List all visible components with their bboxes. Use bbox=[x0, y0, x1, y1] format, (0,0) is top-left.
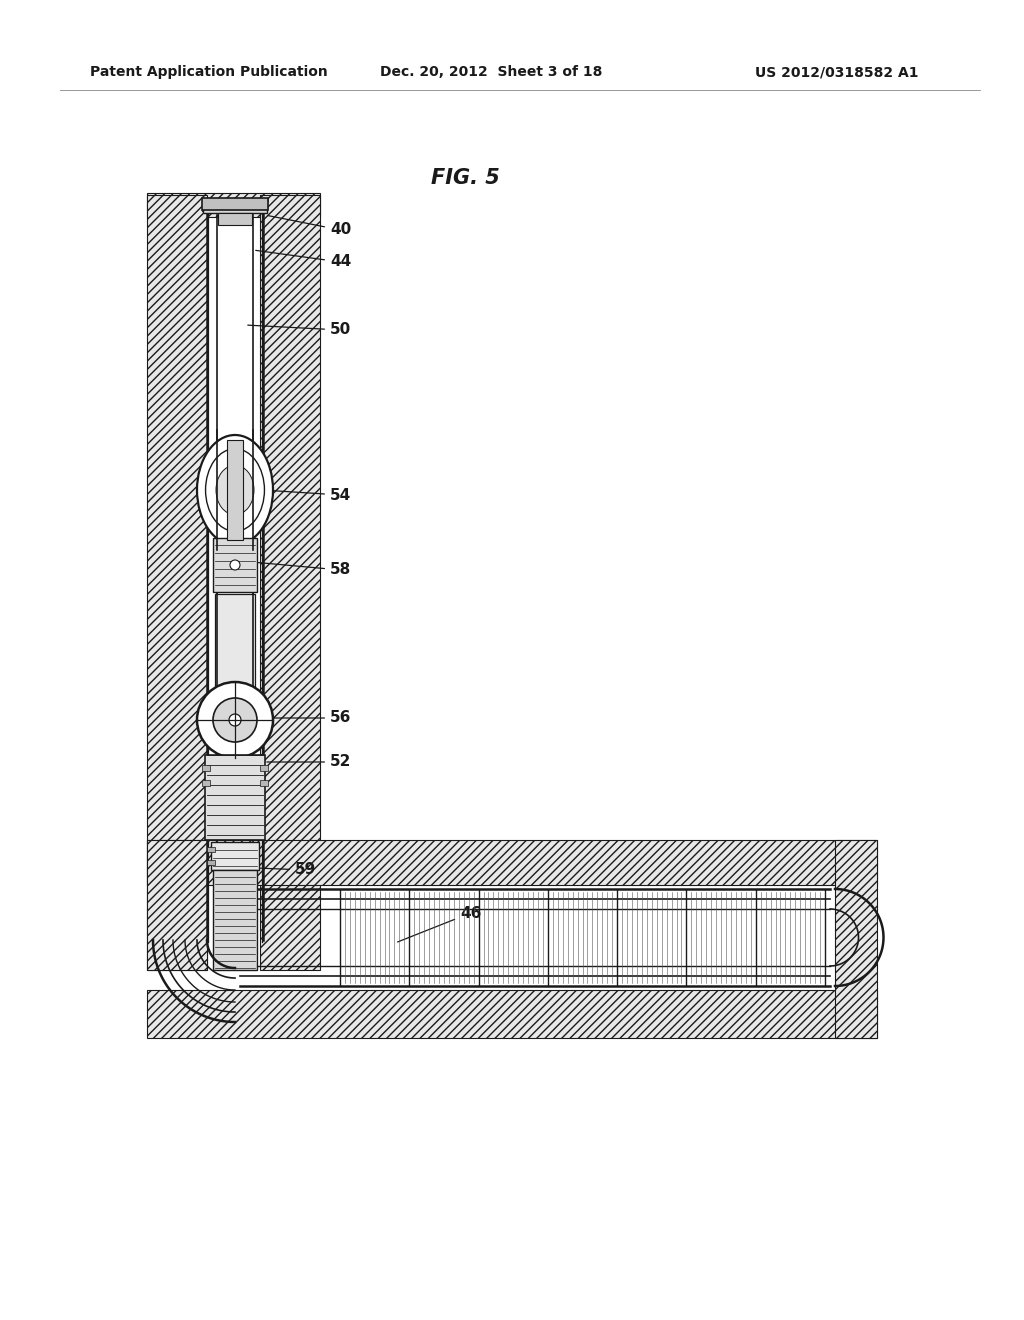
Ellipse shape bbox=[216, 465, 254, 515]
Text: 50: 50 bbox=[248, 322, 351, 338]
Polygon shape bbox=[202, 198, 268, 210]
Polygon shape bbox=[218, 213, 252, 224]
Polygon shape bbox=[260, 766, 268, 771]
Text: 44: 44 bbox=[256, 251, 351, 269]
Polygon shape bbox=[202, 766, 210, 771]
Polygon shape bbox=[202, 780, 210, 785]
Text: 56: 56 bbox=[268, 710, 351, 726]
Text: 58: 58 bbox=[255, 562, 351, 578]
Polygon shape bbox=[835, 840, 877, 1038]
Circle shape bbox=[230, 560, 240, 570]
Circle shape bbox=[213, 698, 257, 742]
Polygon shape bbox=[147, 840, 877, 884]
Polygon shape bbox=[207, 861, 215, 865]
Polygon shape bbox=[213, 870, 257, 970]
Circle shape bbox=[229, 714, 241, 726]
Polygon shape bbox=[213, 539, 257, 591]
Ellipse shape bbox=[206, 449, 264, 531]
Polygon shape bbox=[260, 780, 268, 785]
Text: 40: 40 bbox=[267, 215, 351, 238]
Text: 52: 52 bbox=[267, 755, 351, 770]
Polygon shape bbox=[147, 840, 207, 970]
Polygon shape bbox=[215, 594, 255, 700]
Polygon shape bbox=[203, 201, 267, 213]
Polygon shape bbox=[147, 195, 207, 970]
Polygon shape bbox=[227, 440, 243, 540]
Polygon shape bbox=[147, 990, 877, 1038]
Text: 54: 54 bbox=[265, 487, 351, 503]
Polygon shape bbox=[207, 847, 215, 851]
Text: US 2012/0318582 A1: US 2012/0318582 A1 bbox=[755, 65, 919, 79]
Text: Patent Application Publication: Patent Application Publication bbox=[90, 65, 328, 79]
Polygon shape bbox=[260, 195, 319, 970]
Polygon shape bbox=[147, 193, 319, 216]
Polygon shape bbox=[205, 755, 265, 840]
Circle shape bbox=[197, 682, 273, 758]
Text: 46: 46 bbox=[397, 906, 481, 942]
Ellipse shape bbox=[197, 436, 273, 545]
Text: FIG. 5: FIG. 5 bbox=[431, 168, 500, 187]
Polygon shape bbox=[211, 842, 259, 870]
Text: 59: 59 bbox=[259, 862, 316, 878]
Text: Dec. 20, 2012  Sheet 3 of 18: Dec. 20, 2012 Sheet 3 of 18 bbox=[380, 65, 602, 79]
